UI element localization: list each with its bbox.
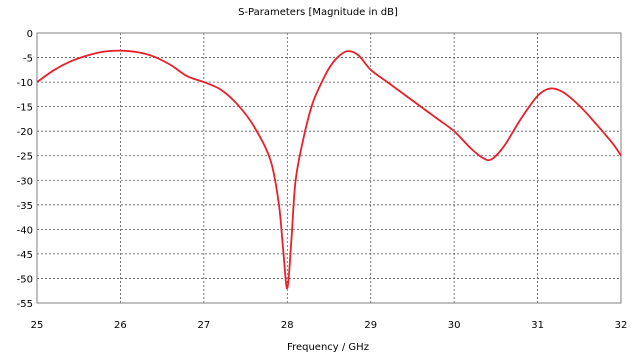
x-tick-label: 26 (114, 320, 127, 331)
grid-lines (37, 33, 621, 303)
y-tick-label: 0 (27, 29, 33, 40)
y-tick-label: -5 (23, 54, 33, 65)
x-tick-label: 27 (197, 320, 210, 331)
y-tick-label: -35 (17, 201, 33, 212)
series-group (36, 49, 622, 290)
x-tick-label: 30 (448, 320, 461, 331)
y-tick-label: -50 (17, 274, 33, 285)
chart-title: S-Parameters [Magnitude in dB] (238, 7, 398, 18)
y-tick-label: -45 (17, 250, 33, 261)
y-tick-label: -25 (17, 152, 33, 163)
x-axis-title: Frequency / GHz (287, 342, 369, 353)
y-tick-label: -40 (17, 225, 33, 236)
x-tick-label: 31 (531, 320, 544, 331)
x-tick-label: 25 (31, 320, 44, 331)
x-tick-labels: 25 26 27 28 29 30 31 32 (31, 320, 628, 331)
x-tick-label: 29 (364, 320, 377, 331)
y-tick-label: -20 (17, 127, 33, 138)
y-tick-labels: 0 -5 -10 -15 -20 -25 -30 -35 -40 -45 -50 -55 (17, 29, 33, 310)
x-tick-label: 32 (615, 320, 628, 331)
y-tick-label: -30 (17, 176, 33, 187)
y-tick-label: -10 (17, 78, 33, 89)
y-tick-label: -15 (17, 103, 33, 114)
plot-frame (36, 32, 622, 304)
x-tick-label: 28 (281, 320, 294, 331)
series-line (36, 49, 622, 290)
y-tick-label: -55 (17, 299, 33, 310)
